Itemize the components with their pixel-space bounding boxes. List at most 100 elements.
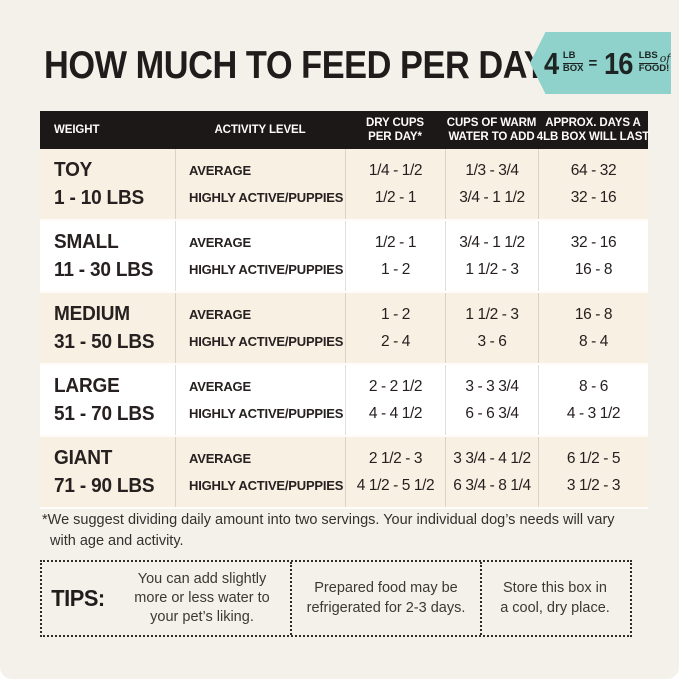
activity-active-label: HIGHLY ACTIVE/PUPPIES	[189, 262, 344, 277]
dry-cups-average: 2 1/2 - 3	[368, 449, 423, 467]
days-average: 8 - 6	[578, 377, 608, 395]
days-cell: 6 1/2 - 5 3 1/2 - 3	[538, 437, 648, 507]
tip-line: You can add slightly	[137, 570, 267, 587]
badge-lbs-row: LBS of	[638, 50, 670, 64]
days-active: 16 - 8	[574, 261, 613, 278]
feeding-table: WEIGHT ACTIVITY LEVEL DRY CUPS PER DAY* …	[40, 111, 650, 509]
dry-cups-cell: 1 - 2 2 - 4	[345, 293, 445, 363]
weight-range: 1 - 10 LBS	[54, 187, 144, 209]
activity-active-label: HIGHLY ACTIVE/PUPPIES	[189, 406, 344, 421]
weight-range: 31 - 50 LBS	[54, 331, 155, 353]
water-cell: 1/3 - 3/4 3/4 - 1 1/2	[445, 149, 538, 219]
dry-cups-active: 2 - 4	[380, 333, 410, 350]
weight-cell: SMALL 11 - 30 LBS	[40, 221, 175, 291]
tips-box: TIPS: You can add slightly more or less …	[40, 560, 632, 637]
dry-cups-active: 1/2 - 1	[374, 189, 417, 206]
tip-refrigerate: Prepared food may be refrigerated for 2-…	[290, 562, 480, 635]
dry-cups-average: 1/4 - 1/2	[368, 161, 423, 179]
tip-storage: Store this box in a cool, dry place.	[480, 562, 628, 635]
days-active: 32 - 16	[570, 189, 617, 206]
header-activity-label: ACTIVITY LEVEL	[214, 123, 306, 136]
activity-average-label: AVERAGE	[189, 307, 251, 322]
tip-line: refrigerated for 2-3 days.	[306, 599, 466, 616]
weight-range: 11 - 30 LBS	[54, 259, 154, 281]
water-average: 3 3/4 - 4 1/2	[453, 449, 531, 467]
weight-range: 71 - 90 LBS	[54, 475, 155, 497]
dry-cups-cell: 1/4 - 1/2 1/2 - 1	[345, 149, 445, 219]
water-cell: 1 1/2 - 3 3 - 6	[445, 293, 538, 363]
conversion-badge: 4 LB BOX = 16 LBS of FOOD!	[530, 32, 671, 94]
page-title: HOW MUCH TO FEED PER DAY	[44, 44, 547, 87]
days-active: 8 - 4	[578, 333, 608, 350]
dry-cups-average: 1 - 2	[380, 305, 410, 323]
days-average: 16 - 8	[574, 305, 613, 323]
weight-cell: TOY 1 - 10 LBS	[40, 149, 175, 219]
activity-average-label: AVERAGE	[189, 451, 251, 466]
days-cell: 64 - 32 32 - 16	[538, 149, 648, 219]
header-warm-water-line1: CUPS OF WARM	[446, 116, 537, 129]
table-header-row: WEIGHT ACTIVITY LEVEL DRY CUPS PER DAY* …	[40, 111, 650, 149]
badge-lb-box-stack: LB BOX	[562, 50, 584, 75]
table-row-large: LARGE 51 - 70 LBS AVERAGE HIGHLY ACTIVE/…	[40, 365, 648, 437]
table-row-toy: TOY 1 - 10 LBS AVERAGE HIGHLY ACTIVE/PUP…	[40, 149, 648, 221]
activity-cell: AVERAGE HIGHLY ACTIVE/PUPPIES	[175, 149, 345, 219]
table-row-giant: GIANT 71 - 90 LBS AVERAGE HIGHLY ACTIVE/…	[40, 437, 648, 509]
weight-cell: MEDIUM 31 - 50 LBS	[40, 293, 175, 363]
activity-cell: AVERAGE HIGHLY ACTIVE/PUPPIES	[175, 293, 345, 363]
days-active: 4 - 3 1/2	[566, 405, 621, 422]
water-average: 1 1/2 - 3	[465, 305, 519, 323]
tips-label: TIPS:	[51, 585, 105, 611]
weight-size: TOY	[54, 159, 93, 181]
weight-cell: LARGE 51 - 70 LBS	[40, 365, 175, 435]
badge-lb: LB	[562, 50, 584, 64]
footnote: *We suggest dividing daily amount into t…	[42, 510, 615, 551]
days-cell: 8 - 6 4 - 3 1/2	[538, 365, 648, 435]
badge-lbs-food-stack: LBS of FOOD!	[638, 50, 670, 75]
badge-qty-lbs: 16	[604, 45, 633, 81]
activity-active-label: HIGHLY ACTIVE/PUPPIES	[189, 190, 344, 205]
water-cell: 3/4 - 1 1/2 1 1/2 - 3	[445, 221, 538, 291]
dry-cups-cell: 1/2 - 1 1 - 2	[345, 221, 445, 291]
days-active: 3 1/2 - 3	[566, 477, 621, 494]
header-warm-water: CUPS OF WARM WATER TO ADD	[445, 111, 538, 149]
water-active: 6 3/4 - 8 1/4	[453, 477, 531, 494]
weight-range: 51 - 70 LBS	[54, 403, 155, 425]
water-average: 3/4 - 1 1/2	[459, 233, 525, 251]
activity-average-label: AVERAGE	[189, 379, 251, 394]
badge-lbs: LBS	[638, 50, 658, 64]
activity-active-label: HIGHLY ACTIVE/PUPPIES	[189, 334, 344, 349]
badge-food: FOOD!	[638, 63, 670, 74]
header-warm-water-line2: WATER TO ADD	[448, 131, 535, 143]
weight-cell: GIANT 71 - 90 LBS	[40, 437, 175, 507]
dry-cups-cell: 2 1/2 - 3 4 1/2 - 5 1/2	[345, 437, 445, 507]
weight-size: SMALL	[54, 231, 119, 253]
days-cell: 16 - 8 8 - 4	[538, 293, 648, 363]
activity-average-label: AVERAGE	[189, 163, 251, 178]
days-average: 64 - 32	[570, 161, 617, 179]
header-days-last: APPROX. DAYS A 4LB BOX WILL LAST	[537, 111, 650, 149]
header-dry-cups-line1: DRY CUPS	[366, 116, 424, 129]
header-weight-label: WEIGHT	[54, 123, 100, 136]
dry-cups-average: 2 - 2 1/2	[368, 377, 423, 395]
header-activity-level: ACTIVITY LEVEL	[175, 111, 345, 149]
days-cell: 32 - 16 16 - 8	[538, 221, 648, 291]
tip-line: more or less water to	[134, 589, 270, 606]
activity-active-label: HIGHLY ACTIVE/PUPPIES	[189, 478, 344, 493]
table-row-small: SMALL 11 - 30 LBS AVERAGE HIGHLY ACTIVE/…	[40, 221, 648, 293]
header-dry-cups-line2: PER DAY*	[368, 131, 422, 143]
water-average: 1/3 - 3/4	[465, 161, 519, 179]
header-days-last-line1: APPROX. DAYS A	[545, 116, 641, 129]
days-average: 6 1/2 - 5	[566, 449, 621, 467]
activity-cell: AVERAGE HIGHLY ACTIVE/PUPPIES	[175, 365, 345, 435]
tip-line: a cool, dry place.	[500, 599, 610, 616]
days-average: 32 - 16	[570, 233, 617, 251]
water-active: 6 - 6 3/4	[465, 405, 519, 422]
water-cell: 3 - 3 3/4 6 - 6 3/4	[445, 365, 538, 435]
water-active: 1 1/2 - 3	[465, 261, 519, 278]
header-weight: WEIGHT	[40, 111, 175, 149]
water-average: 3 - 3 3/4	[465, 377, 519, 395]
water-cell: 3 3/4 - 4 1/2 6 3/4 - 8 1/4	[445, 437, 538, 507]
activity-cell: AVERAGE HIGHLY ACTIVE/PUPPIES	[175, 221, 345, 291]
badge-equals: =	[588, 54, 598, 72]
